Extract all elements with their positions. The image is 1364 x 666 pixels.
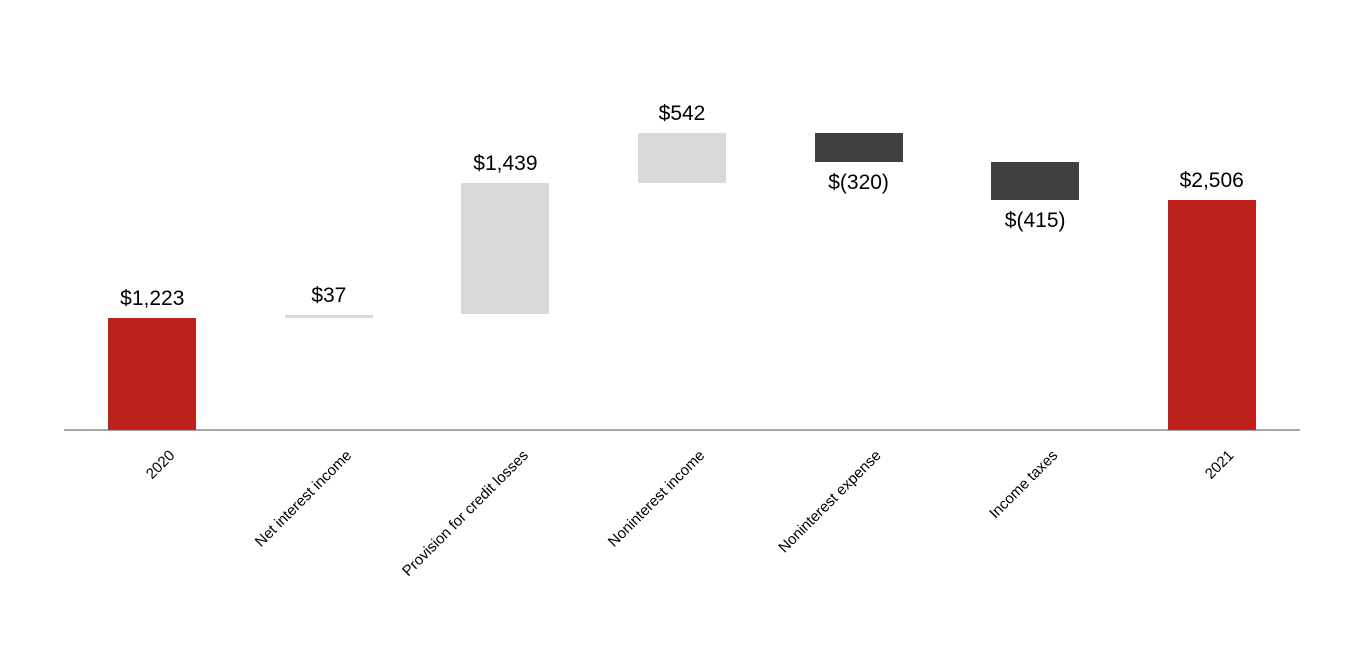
bar-2020 — [108, 317, 197, 430]
bar-value-label: $37 — [311, 283, 347, 307]
bar-value-label: $1,439 — [473, 151, 538, 175]
bar-income-taxes — [991, 162, 1080, 201]
bar-noninterest-income — [638, 132, 726, 183]
bar-value-label: $1,223 — [120, 286, 185, 310]
bar-net-interest-income — [284, 314, 373, 318]
x-axis-line — [64, 429, 1300, 431]
bar-provision-for-credit-losses — [461, 182, 550, 315]
category-label: Noninterest expense — [775, 447, 885, 557]
bar-noninterest-expense — [814, 132, 903, 163]
category-label: Net interest income — [251, 447, 355, 551]
bar-2021 — [1167, 200, 1256, 430]
category-label: Income taxes — [986, 447, 1062, 523]
bar-value-label: $542 — [658, 101, 706, 125]
bar-value-label: $(320) — [828, 171, 889, 195]
category-label: Provision for credit losses — [398, 447, 532, 580]
category-label: Noninterest income — [604, 447, 709, 551]
category-label: 2021 — [1202, 447, 1238, 483]
bar-value-label: $(415) — [1004, 209, 1066, 233]
bar-value-label: $2,506 — [1179, 169, 1244, 193]
category-label: 2020 — [142, 447, 179, 483]
